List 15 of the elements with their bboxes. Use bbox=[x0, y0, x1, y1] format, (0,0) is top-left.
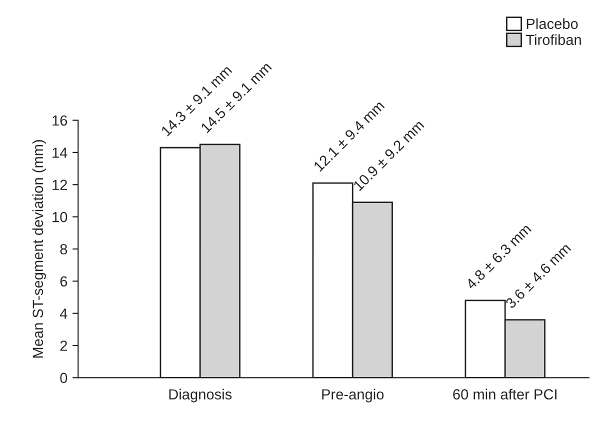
y-tick-label: 10 bbox=[52, 212, 68, 222]
y-tick-label: 16 bbox=[52, 115, 68, 126]
legend-label: Tirofiban bbox=[526, 34, 581, 46]
x-tick-label: Pre-angio bbox=[322, 388, 384, 402]
x-tick-label: Diagnosis bbox=[169, 388, 232, 402]
y-tick-label: 2 bbox=[60, 340, 67, 351]
y-tick-label: 12 bbox=[52, 180, 67, 190]
legend-label: Placebo bbox=[526, 18, 578, 30]
x-tick-label: 60 min after PCI bbox=[453, 388, 556, 400]
y-tick-label: 8 bbox=[60, 244, 68, 254]
y-axis-title: Mean ST-segment deviation (mm) bbox=[32, 140, 46, 358]
y-tick-label: 14 bbox=[52, 148, 68, 158]
y-tick-label: 0 bbox=[60, 372, 68, 384]
y-tick-label: 6 bbox=[60, 276, 68, 287]
y-tick-label: 4 bbox=[60, 308, 68, 319]
